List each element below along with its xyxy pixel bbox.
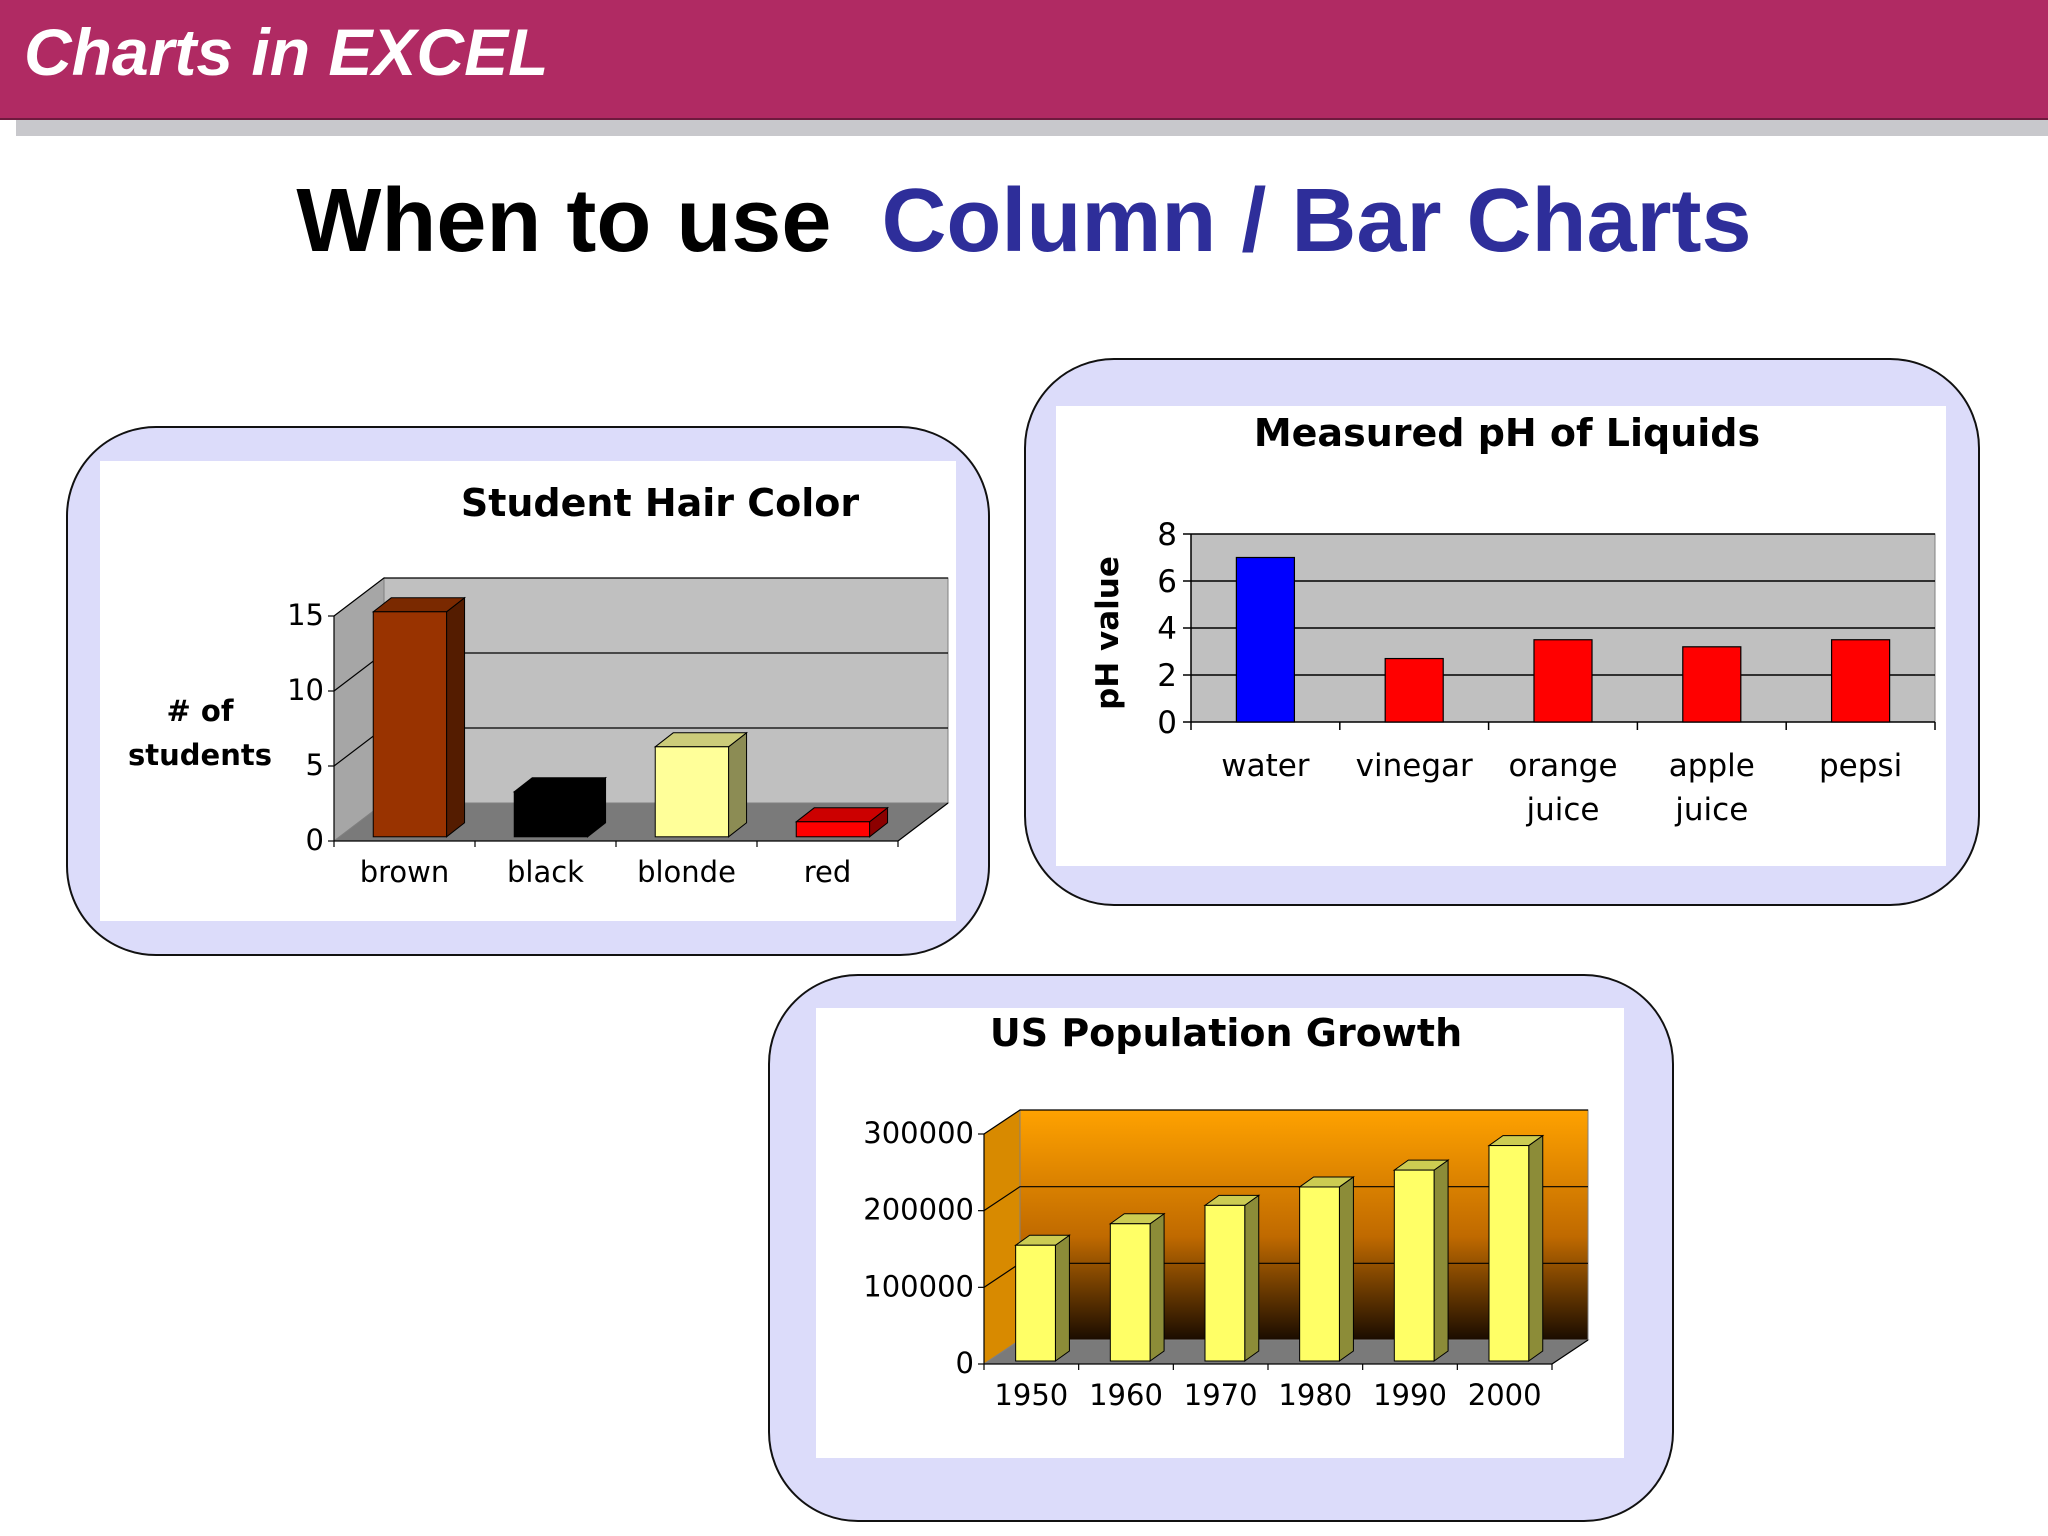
bar-1950 [1015,1244,1056,1362]
bar-side [1244,1194,1260,1362]
x-tick-label: water [1221,748,1310,784]
chart-card-hair: Student Hair Color # of students 0 5 10 15 brow… [100,461,956,921]
x-tick-label: juice [1674,792,1748,828]
bar-pepsi [1830,639,1891,723]
y-tick-label: 0 [306,823,324,857]
x-tick-label: 1960 [1089,1378,1163,1412]
bar-1980 [1299,1186,1340,1362]
bar-vinegar [1384,657,1444,723]
chart-title: Measured pH of Liquids [1254,411,1760,455]
y-tick-label: 2 [1157,658,1177,694]
gridline [333,577,948,617]
y-tick-label: 0 [1157,705,1177,741]
bar-side [728,731,748,838]
slide-title: When to use Column / Bar Charts [0,170,2048,273]
chart-hair-color: Student Hair Color # of students 0 5 10 15 brow… [128,481,950,889]
bar-side [1338,1175,1354,1362]
chart-title: Student Hair Color [461,481,860,525]
x-tick-label: juice [1526,792,1600,828]
x-tick-label: apple [1669,748,1755,784]
chart-card-ph: Measured pH of Liquids pH value 0 2 4 6 8 water… [1056,406,1946,866]
bar-1970 [1204,1204,1246,1362]
y-tick-label: 200000 [863,1193,974,1227]
chart-panel-hair: Student Hair Color # of students 0 5 10 15 brow… [66,426,990,956]
x-tick-label: vinegar [1356,748,1473,784]
bar-orange-juice [1533,639,1593,723]
bar-1960 [1109,1223,1151,1362]
bar-side [1149,1212,1165,1362]
gridline [983,1109,1588,1135]
bar-blonde [654,746,730,838]
y-tick-label: 4 [1157,611,1177,647]
y-tick-label: 100000 [863,1269,974,1303]
chart-ph-liquids: Measured pH of Liquids pH value 0 2 4 6 8 water… [1090,411,1936,828]
bar-side [1054,1234,1070,1362]
bar-1990 [1393,1169,1435,1362]
bar-red [795,821,871,838]
bar-2000 [1488,1145,1530,1362]
slide-title-accent: Column / Bar Charts [881,171,1752,271]
chart-us-population: US Population Growth 0 100000 200000 300000 1… [863,1011,1590,1412]
header-title: Charts in EXCEL [24,15,549,89]
chart-title: US Population Growth [990,1011,1462,1055]
x-tick-label: 1970 [1184,1378,1258,1412]
y-tick-label: 10 [287,673,324,707]
y-tick-label: 15 [287,598,324,632]
bar-water [1235,556,1296,723]
bar-side [1528,1134,1544,1362]
x-tick-label: red [804,855,852,889]
y-tick-label: 5 [306,748,324,782]
x-tick-label: 1950 [994,1378,1068,1412]
x-tick-label: 1990 [1373,1378,1447,1412]
y-tick-label: 300000 [863,1116,974,1150]
header-shadow [16,118,2048,136]
chart-card-population: US Population Growth 0 100000 200000 300000 1… [816,1008,1624,1458]
bar-apple-juice [1682,646,1742,723]
y-tick-label: 0 [956,1346,974,1380]
header-bar: Charts in EXCEL [0,0,2048,120]
slide-title-prefix: When to use [296,171,832,271]
x-tick-label: blonde [637,855,736,889]
bar-black [513,791,589,838]
bar-side [446,596,466,838]
chart-panel-population: US Population Growth 0 100000 200000 300000 1… [768,974,1674,1522]
y-tick-label: 6 [1157,564,1177,600]
x-tick-label: 1980 [1278,1378,1352,1412]
side-wall [983,1109,1021,1365]
x-tick-label: pepsi [1819,748,1902,784]
y-axis-label: pH value [1090,556,1126,710]
y-axis-label: # of [167,694,234,728]
bar-side [1433,1159,1449,1362]
y-tick-label: 8 [1157,517,1177,553]
x-tick-label: brown [360,855,450,889]
x-tick-label: black [507,855,584,889]
chart-panel-ph: Measured pH of Liquids pH value 0 2 4 6 8 water… [1024,358,1980,906]
y-axis-label: students [128,738,272,772]
x-tick-label: orange [1508,748,1617,784]
x-tick-label: 2000 [1468,1378,1542,1412]
bar-brown [372,611,448,838]
